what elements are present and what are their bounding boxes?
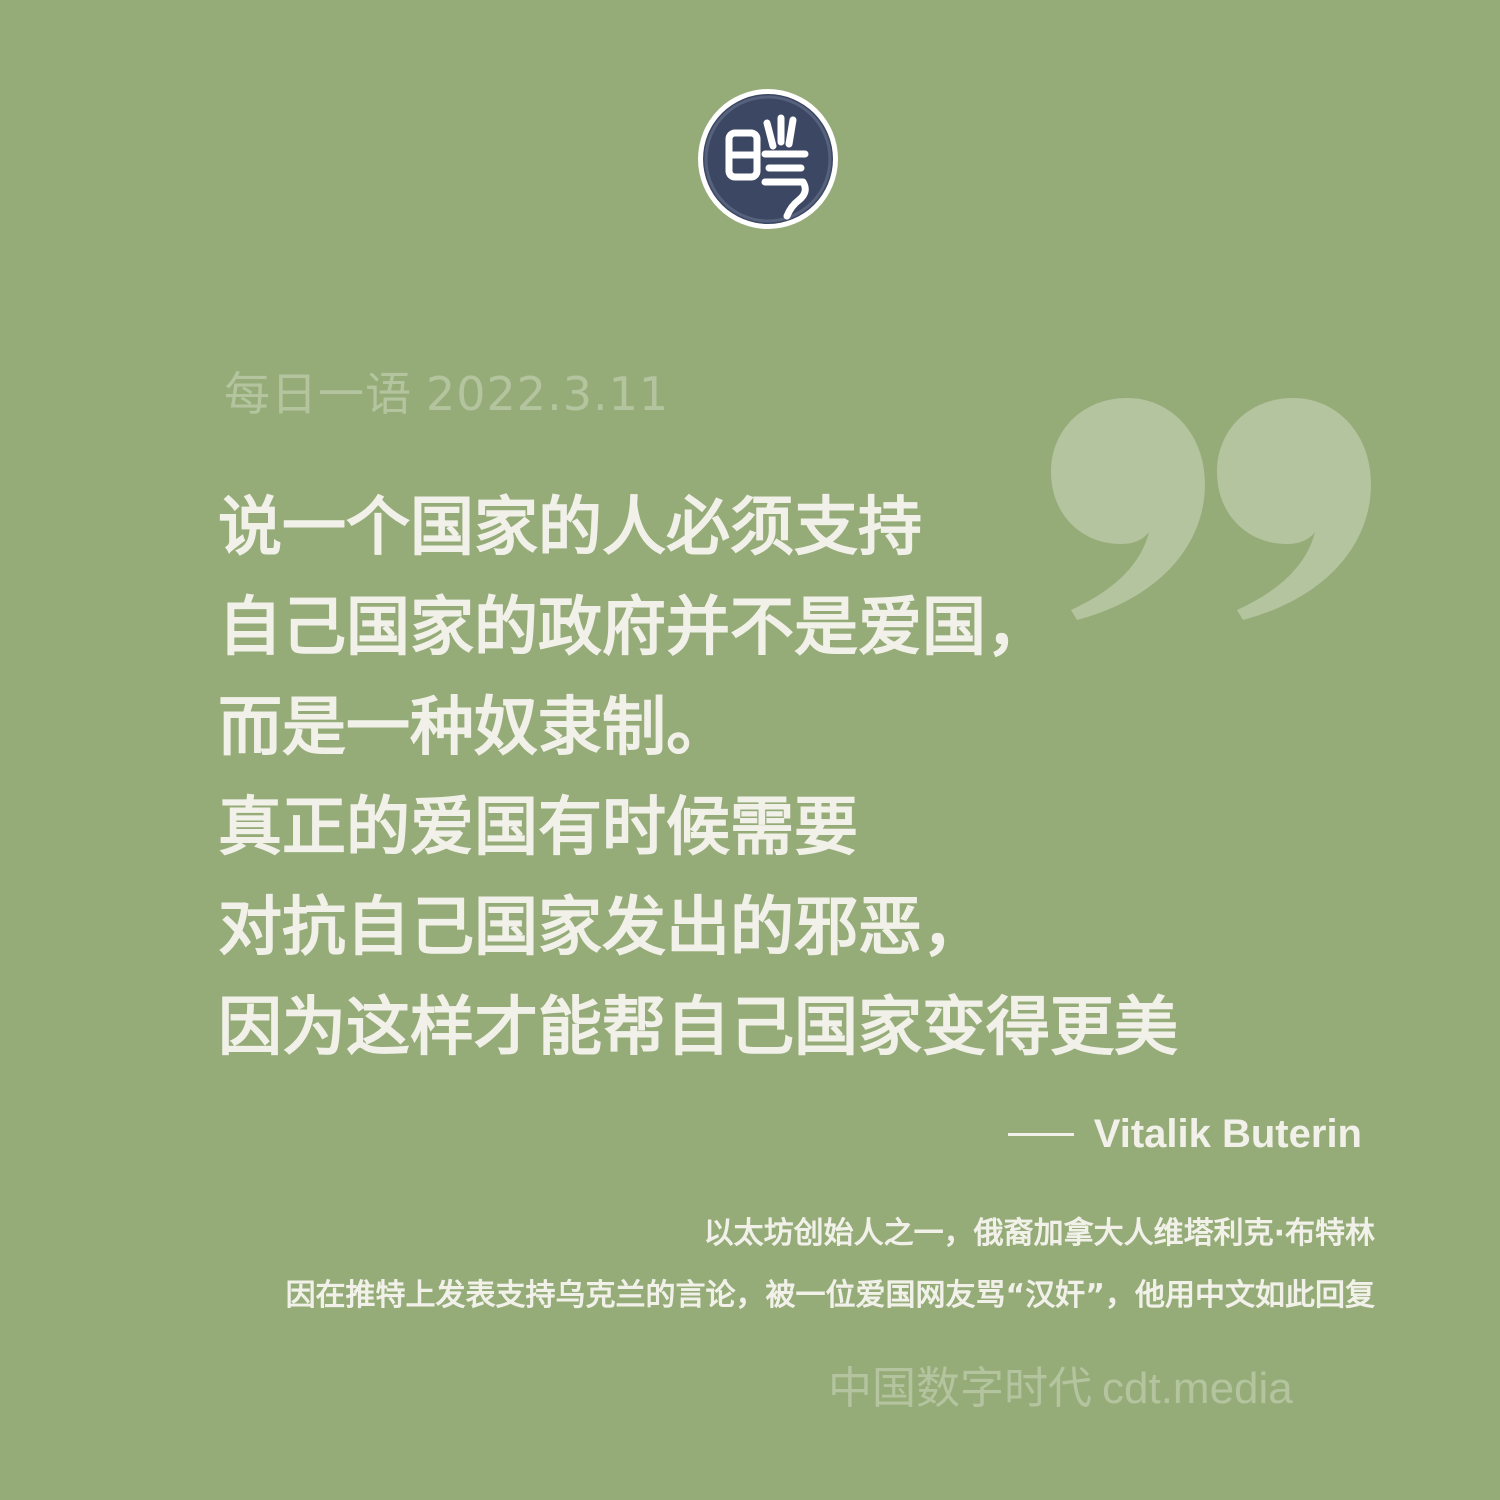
logo-seal-icon [698, 89, 838, 229]
footer-brand: 中国数字时代 [828, 1363, 1092, 1414]
quote-line: 对抗自己国家发出的邪恶， [218, 890, 986, 965]
header: 每日一语 2022.3.11 [224, 358, 683, 424]
footer: 中国数字时代 cdt.media [828, 1352, 1293, 1416]
quote-line: 真正的爱国有时候需要 [218, 790, 858, 865]
footer-site: cdt.media [1102, 1364, 1293, 1413]
daily-quote-label: 每日一语 [224, 367, 412, 421]
dash-divider [1007, 1133, 1074, 1136]
quote-line: 而是一种奴隶制。 [218, 690, 730, 765]
caption-line-1: 以太坊创始人之一，俄裔加拿大人维塔利克·布特林 [703, 1216, 1375, 1251]
caption-line-2: 因在推特上发表支持乌克兰的言论，被一位爱国网友骂“汉奸”，他用中文如此回复 [285, 1278, 1375, 1313]
quote-text: 说一个国家的人必须支持 自己国家的政府并不是爱国， 而是一种奴隶制。 真正的爱国… [218, 478, 1178, 1078]
author-name: Vitalik Buterin [1093, 1112, 1362, 1156]
attribution: Vitalik Buterin [1007, 1112, 1362, 1157]
date: 2022.3.11 [426, 367, 670, 421]
cdt-logo: 噤 [697, 88, 839, 230]
closing-quote-icon [1045, 392, 1375, 627]
quote-line: 自己国家的政府并不是爱国， [218, 590, 1050, 665]
quote-line: 说一个国家的人必须支持 [218, 490, 922, 565]
quote-line: 因为这样才能帮自己国家变得更美 [218, 990, 1178, 1065]
